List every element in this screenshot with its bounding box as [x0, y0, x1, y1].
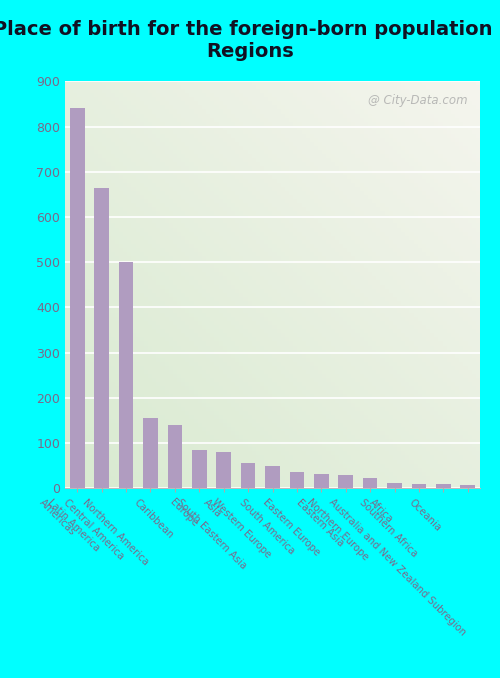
- Text: Place of birth for the foreign-born population -
Regions: Place of birth for the foreign-born popu…: [0, 20, 500, 61]
- Bar: [241, 463, 256, 488]
- Bar: [94, 188, 109, 488]
- Bar: [118, 262, 134, 488]
- Text: @ City-Data.com: @ City-Data.com: [368, 94, 468, 106]
- Bar: [314, 474, 328, 488]
- Bar: [290, 473, 304, 488]
- Bar: [436, 483, 450, 488]
- Bar: [387, 483, 402, 488]
- Bar: [192, 450, 206, 488]
- Bar: [460, 485, 475, 488]
- Bar: [216, 452, 231, 488]
- Bar: [363, 478, 378, 488]
- Bar: [70, 108, 84, 488]
- Bar: [265, 466, 280, 488]
- Bar: [338, 475, 353, 488]
- Bar: [412, 483, 426, 488]
- Bar: [143, 418, 158, 488]
- Bar: [168, 425, 182, 488]
